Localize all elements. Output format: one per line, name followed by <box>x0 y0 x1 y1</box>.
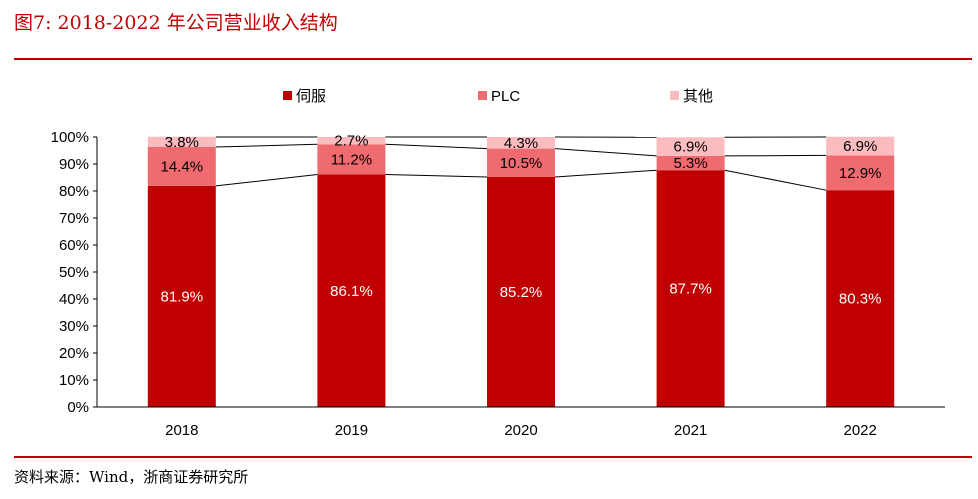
data-label: 4.3% <box>504 135 538 152</box>
x-axis: 2018 2019 2020 2021 2022 <box>97 406 945 439</box>
legend-label-2: 其他 <box>683 88 713 105</box>
data-label: 85.2% <box>500 284 543 301</box>
legend-swatch-0 <box>283 91 292 100</box>
source-note: 资料来源：Wind，浙商证券研究所 <box>14 468 249 486</box>
y-axis: 0% 10% 20% 30% 40% 50% 60% 70% 80% 90% 100% <box>51 129 98 416</box>
bar-segment-其他 <box>147 136 216 147</box>
bar-segment-伺服 <box>826 190 895 407</box>
x-tick-label: 2020 <box>504 422 537 439</box>
series-connector <box>385 143 488 150</box>
bar-segment-其他 <box>826 136 895 156</box>
bar-segment-其他 <box>487 137 555 149</box>
data-label: 86.1% <box>330 283 373 300</box>
bar-segment-PLC <box>656 155 725 171</box>
legend-swatch-1 <box>478 91 487 100</box>
series-connector <box>554 148 657 157</box>
data-label: 10.5% <box>500 155 543 172</box>
legend-swatch-2 <box>670 91 679 100</box>
y-tick-label: 70% <box>59 210 89 227</box>
y-tick-label: 0% <box>67 399 89 416</box>
series-connector <box>724 169 827 191</box>
y-tick-label: 50% <box>59 264 89 281</box>
legend-label-1: PLC <box>491 88 520 105</box>
chart-legend: 伺服 PLC 其他 <box>283 88 713 105</box>
data-label: 87.7% <box>669 281 712 298</box>
series-connector <box>724 154 827 157</box>
bar-segment-PLC <box>317 144 386 175</box>
legend-label-0: 伺服 <box>296 88 326 105</box>
series-connector-lines <box>215 136 827 191</box>
x-tick-label: 2022 <box>844 422 877 439</box>
data-label: 6.9% <box>843 138 877 155</box>
data-label: 5.3% <box>673 155 707 172</box>
series-connector <box>385 174 488 178</box>
series-connector <box>215 174 318 187</box>
data-label: 3.8% <box>165 134 199 151</box>
data-label: 80.3% <box>839 291 882 308</box>
y-tick-label: 90% <box>59 156 89 173</box>
data-label: 6.9% <box>673 139 707 156</box>
y-tick-label: 20% <box>59 345 89 362</box>
series-connector <box>215 143 318 148</box>
bar-segment-伺服 <box>317 174 386 407</box>
y-tick-label: 10% <box>59 372 89 389</box>
series-connector <box>554 169 657 178</box>
y-tick-label: 40% <box>59 291 89 308</box>
bar-group: 81.9% 14.4% 3.8% 86.1% 11.2%2.7% 85.2% 10.5% 4.… <box>147 133 895 407</box>
data-label: 12.9% <box>839 165 882 182</box>
data-label: 14.4% <box>161 158 204 175</box>
bar-segment-伺服 <box>656 170 725 407</box>
bar-segment-PLC <box>487 148 555 177</box>
y-tick-label: 60% <box>59 237 89 254</box>
data-label: 2.7% <box>334 133 368 150</box>
bar-segment-伺服 <box>487 176 555 407</box>
bar-segment-其他 <box>317 137 386 145</box>
x-tick-label: 2018 <box>165 422 198 439</box>
bar-segment-伺服 <box>147 185 216 407</box>
data-label: 11.2% <box>331 151 372 168</box>
y-tick-label: 80% <box>59 183 89 200</box>
figure-title: 图7: 2018-2022 年公司营业收入结构 <box>14 12 338 34</box>
x-tick-label: 2021 <box>674 422 707 439</box>
y-tick-label: 30% <box>59 318 89 335</box>
y-tick-label: 100% <box>51 129 89 146</box>
bottom-rule <box>14 456 972 458</box>
data-label: 81.9% <box>161 288 204 305</box>
bar-segment-PLC <box>826 155 895 191</box>
bar-segment-PLC <box>147 146 216 186</box>
top-rule <box>14 58 972 60</box>
x-tick-label: 2019 <box>335 422 368 439</box>
bar-segment-其他 <box>656 137 725 156</box>
